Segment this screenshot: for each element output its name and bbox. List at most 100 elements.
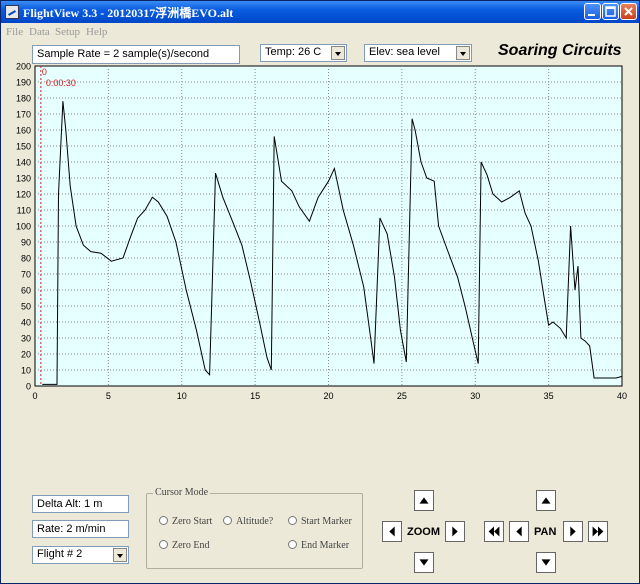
- radio-button-icon[interactable]: [288, 516, 297, 525]
- pan-right-button[interactable]: [563, 521, 583, 542]
- y-tick-label: 100: [16, 222, 31, 232]
- app-icon[interactable]: [5, 5, 19, 19]
- x-tick-label: 5: [106, 391, 111, 401]
- flight-select[interactable]: Flight # 2: [32, 546, 129, 564]
- menu-data[interactable]: Data: [29, 26, 50, 38]
- pan-far-left-button[interactable]: [484, 521, 504, 542]
- triangle-down-icon: [419, 559, 429, 566]
- y-tick-label: 50: [21, 302, 31, 312]
- y-tick-label: 90: [21, 238, 31, 248]
- menu-file[interactable]: File: [6, 26, 24, 38]
- x-tick-label: 0: [32, 391, 37, 401]
- y-tick-label: 0: [26, 382, 31, 392]
- temp-select-value: Temp: 26 C: [265, 46, 322, 58]
- x-tick-label: 25: [397, 391, 407, 401]
- menu-bar: File Data Setup Help: [1, 23, 639, 41]
- pan-label: PAN: [534, 526, 557, 538]
- delta-alt-display: Delta Alt: 1 m: [32, 495, 129, 513]
- brand-logo: Soaring Circuits: [498, 42, 622, 59]
- y-tick-label: 170: [16, 110, 31, 120]
- altitude-series-line: [42, 101, 623, 385]
- pan-far-right-button[interactable]: [588, 521, 608, 542]
- y-tick-label: 200: [16, 62, 31, 72]
- rate-display: Rate: 2 m/min: [32, 520, 129, 538]
- cursor-mode-group: Cursor Mode Zero Start Altitude? Start M…: [146, 487, 363, 569]
- y-tick-label: 160: [16, 126, 31, 136]
- y-tick-label: 80: [21, 254, 31, 264]
- elevation-select[interactable]: Elev: sea level: [364, 44, 472, 62]
- triangle-left-icon: [516, 526, 522, 537]
- close-icon: [624, 7, 633, 16]
- zoom-right-button[interactable]: [445, 521, 465, 542]
- elevation-select-value: Elev: sea level: [369, 46, 440, 58]
- double-left-icon: [488, 526, 500, 537]
- pan-up-button[interactable]: [536, 490, 556, 511]
- cursor-time-label: 0:00:30: [46, 78, 76, 88]
- triangle-up-icon: [419, 497, 429, 504]
- radio-altitude-label: Altitude?: [236, 516, 274, 527]
- altitude-chart[interactable]: 0102030405060708090100110120130140150160…: [1, 61, 639, 403]
- menu-setup[interactable]: Setup: [55, 26, 81, 38]
- maximize-icon: [605, 6, 616, 17]
- menu-help[interactable]: Help: [86, 26, 108, 38]
- flight-select-value: Flight # 2: [37, 548, 83, 560]
- close-button[interactable]: [620, 3, 637, 20]
- minimize-button[interactable]: [584, 3, 601, 20]
- y-tick-label: 130: [16, 174, 31, 184]
- x-tick-label: 10: [177, 391, 187, 401]
- y-tick-label: 150: [16, 142, 31, 152]
- zoom-left-button[interactable]: [382, 521, 402, 542]
- y-tick-label: 70: [21, 270, 31, 280]
- chevron-down-icon[interactable]: [331, 46, 345, 60]
- triangle-down-icon: [541, 559, 551, 566]
- maximize-button[interactable]: [602, 3, 619, 20]
- triangle-right-icon: [452, 526, 458, 537]
- zoom-down-button[interactable]: [414, 552, 434, 573]
- radio-start-marker[interactable]: Start Marker: [288, 516, 352, 527]
- title-bar[interactable]: FlightView 3.3 - 20120317浮洲橋EVO.alt: [1, 1, 639, 23]
- cursor-mode-title: Cursor Mode: [153, 487, 211, 498]
- minimize-icon: [588, 14, 595, 16]
- double-right-icon: [592, 526, 604, 537]
- chevron-down-icon[interactable]: [113, 548, 127, 562]
- y-tick-label: 40: [21, 318, 31, 328]
- x-tick-label: 20: [323, 391, 333, 401]
- y-tick-label: 120: [16, 190, 31, 200]
- triangle-up-icon: [541, 497, 551, 504]
- pan-left-button[interactable]: [509, 521, 529, 542]
- x-tick-label: 40: [617, 391, 627, 401]
- radio-button-icon[interactable]: [159, 516, 168, 525]
- radio-zero-start[interactable]: Zero Start: [159, 516, 212, 527]
- radio-start-marker-label: Start Marker: [301, 516, 352, 527]
- zoom-label: ZOOM: [407, 526, 440, 538]
- x-tick-label: 35: [544, 391, 554, 401]
- x-tick-label: 15: [250, 391, 260, 401]
- sample-rate-display: Sample Rate = 2 sample(s)/second: [32, 45, 240, 64]
- triangle-left-icon: [389, 526, 395, 537]
- triangle-right-icon: [570, 526, 576, 537]
- temp-select[interactable]: Temp: 26 C: [260, 44, 347, 62]
- y-tick-label: 10: [21, 366, 31, 376]
- zoom-up-button[interactable]: [414, 490, 434, 511]
- radio-button-icon[interactable]: [223, 516, 232, 525]
- pan-down-button[interactable]: [536, 552, 556, 573]
- y-tick-label: 20: [21, 350, 31, 360]
- y-tick-label: 30: [21, 334, 31, 344]
- chevron-down-icon[interactable]: [456, 46, 470, 60]
- radio-end-marker-label: End Marker: [301, 540, 350, 551]
- window-title: FlightView 3.3 - 20120317浮洲橋EVO.alt: [23, 6, 234, 20]
- radio-altitude[interactable]: Altitude?: [223, 516, 273, 527]
- y-tick-label: 190: [16, 78, 31, 88]
- radio-button-icon[interactable]: [288, 540, 297, 549]
- radio-zero-end[interactable]: Zero End: [159, 540, 210, 551]
- radio-end-marker[interactable]: End Marker: [288, 540, 349, 551]
- radio-zero-start-label: Zero Start: [172, 516, 213, 527]
- y-tick-label: 110: [17, 206, 31, 216]
- x-tick-label: 30: [470, 391, 480, 401]
- y-tick-label: 180: [16, 94, 31, 104]
- y-tick-label: 140: [16, 158, 31, 168]
- y-tick-label: 60: [21, 286, 31, 296]
- cursor-marker-label: 0: [42, 67, 47, 77]
- radio-button-icon[interactable]: [159, 540, 168, 549]
